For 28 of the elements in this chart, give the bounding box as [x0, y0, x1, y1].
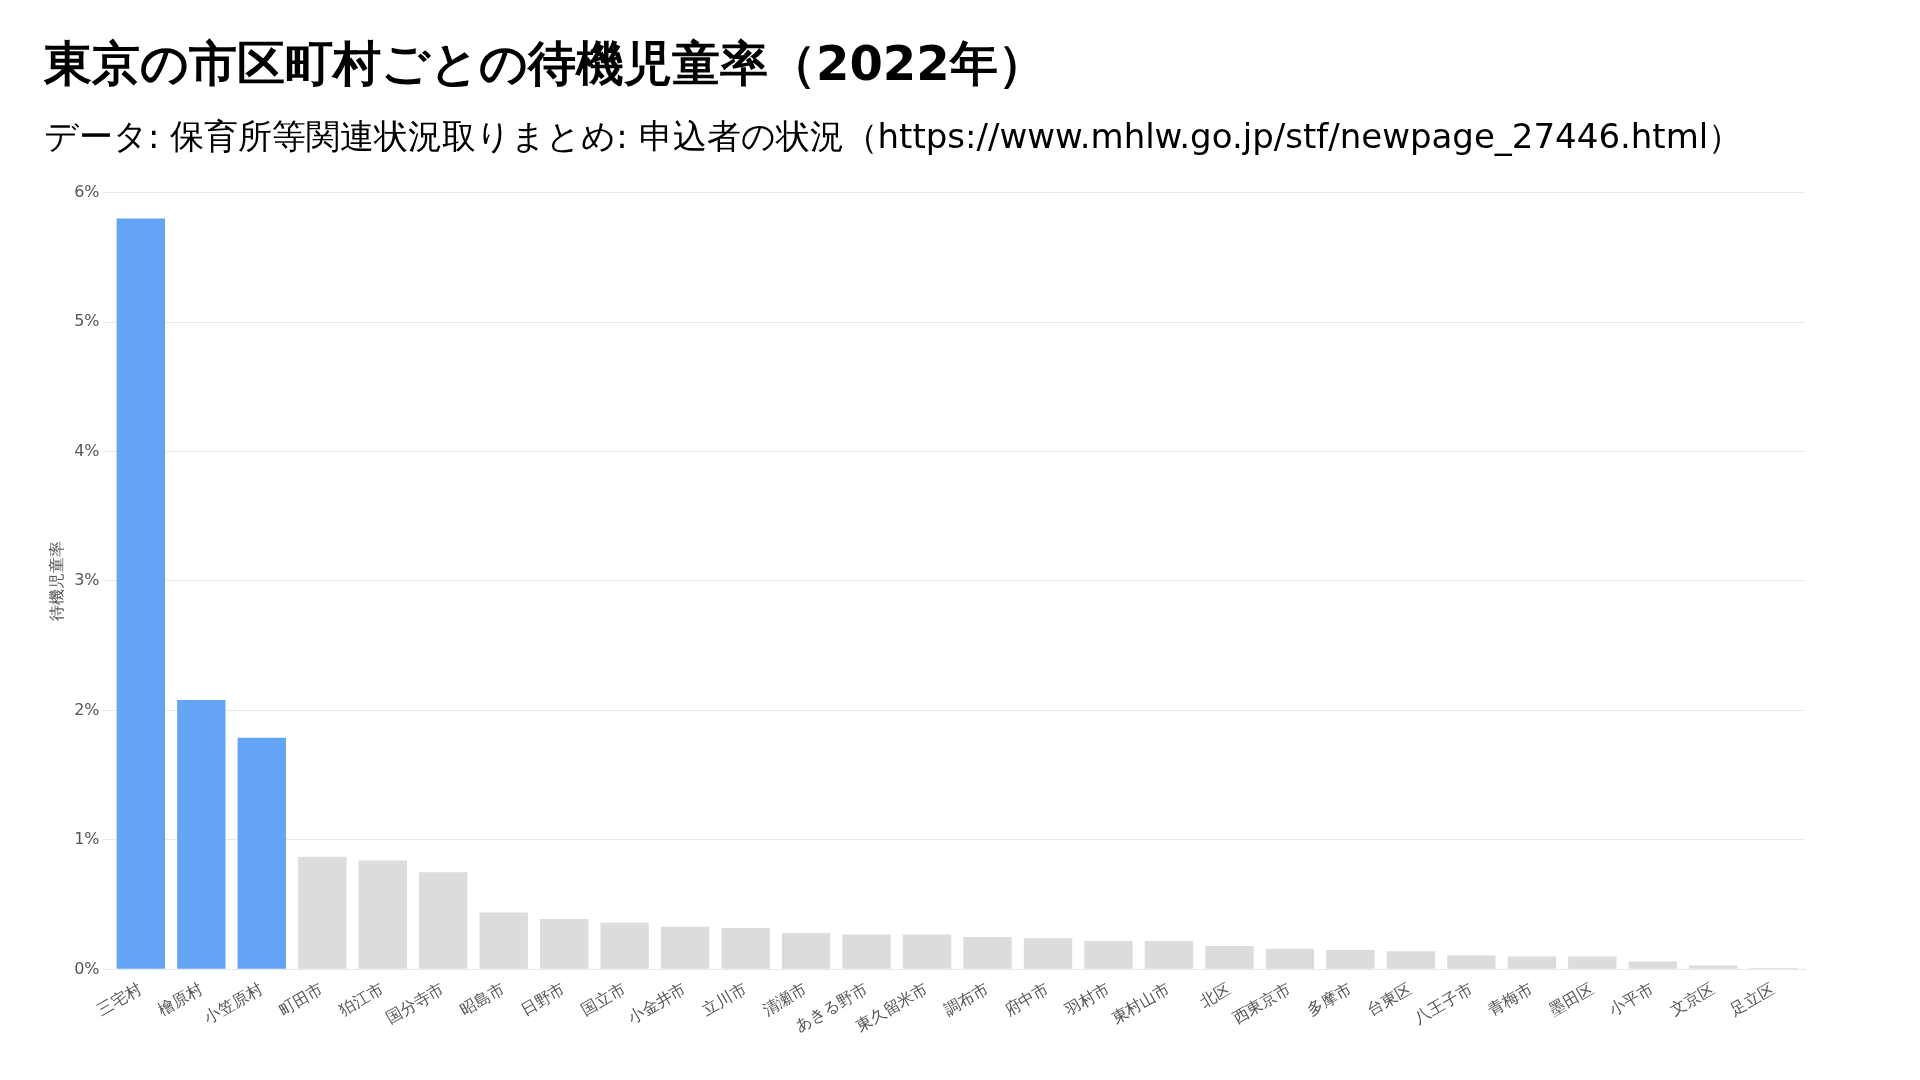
x-tick-label: 檜原村: [154, 979, 206, 1020]
x-tick-label: 三宅村: [93, 979, 145, 1020]
y-axis-title: 待機児童率: [46, 540, 66, 621]
y-tick-label: 1%: [74, 829, 100, 849]
x-tick-label: 多摩市: [1303, 979, 1355, 1020]
x-tick-label: 小平市: [1605, 979, 1657, 1020]
y-tick-label: 5%: [74, 311, 100, 331]
y-tick-label: 4%: [74, 440, 100, 460]
x-tick-label: 国分寺市: [382, 979, 448, 1028]
x-tick-label: 府中市: [1001, 979, 1053, 1020]
x-tick-label: 日野市: [517, 979, 569, 1020]
chart-subtitle: データ: 保育所等関連状況取りまとめ: 申込者の状況（https://www.mhlw.go.jp/stf/newpage_27446.html）: [44, 115, 1744, 158]
x-tick-label: 立川市: [698, 979, 750, 1020]
x-tick-label: 町田市: [275, 979, 327, 1020]
x-tick-label: 文京区: [1666, 979, 1718, 1020]
y-tick-label: 0%: [74, 958, 100, 978]
x-tick-label: 青梅市: [1484, 979, 1536, 1020]
x-tick-label: 墨田区: [1545, 979, 1597, 1020]
x-tick-label: 調布市: [940, 979, 992, 1020]
chart-title: 東京の市区町村ごとの待機児童率（2022年）: [44, 34, 1047, 93]
x-tick-label: 昭島市: [456, 979, 508, 1020]
bar: [116, 218, 166, 969]
y-tick-label: 6%: [74, 181, 100, 201]
x-tick-label: 足立区: [1726, 979, 1778, 1020]
bar: [237, 737, 286, 969]
bar: [177, 700, 226, 969]
y-tick-label: 2%: [74, 699, 100, 719]
y-tick-label: 3%: [74, 570, 100, 590]
